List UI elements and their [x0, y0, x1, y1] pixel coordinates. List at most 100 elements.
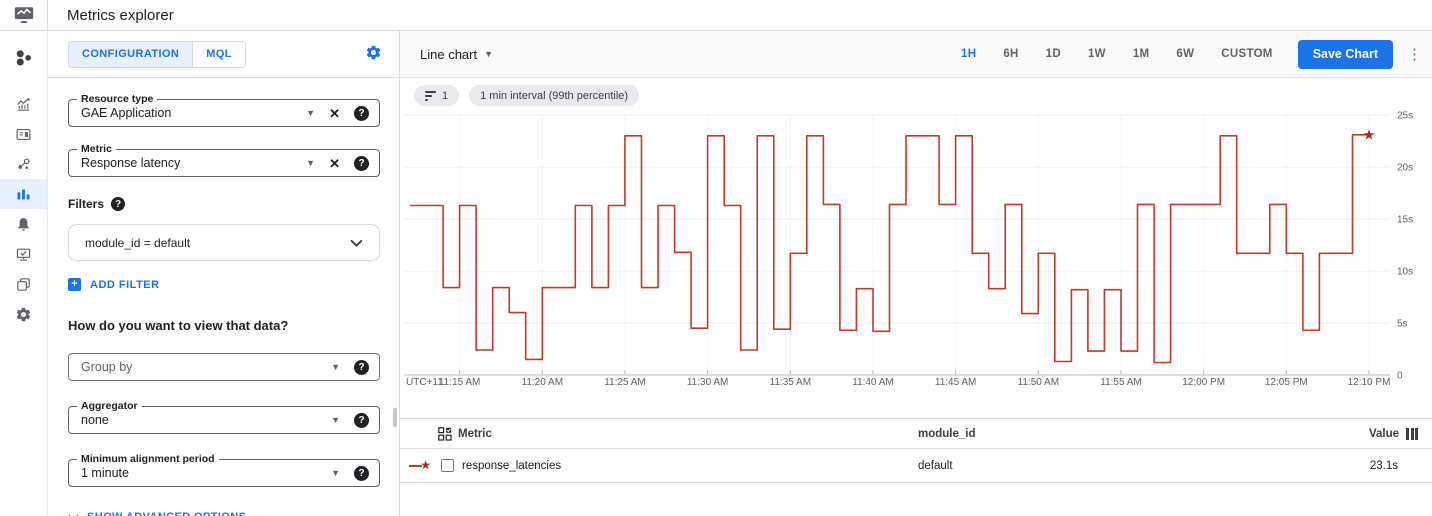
- sidebar-item-settings[interactable]: [0, 299, 47, 329]
- view-data-heading: How do you want to view that data?: [68, 318, 289, 333]
- svg-text:15s: 15s: [1397, 215, 1413, 226]
- dashboard-card-icon: [15, 126, 32, 143]
- aggregator-field[interactable]: Aggregator none ▼ ?: [68, 400, 380, 434]
- gear-icon: [15, 306, 32, 323]
- dropdown-caret-icon[interactable]: ▼: [331, 362, 340, 372]
- page-title: Metrics explorer: [67, 6, 174, 24]
- range-1w[interactable]: 1W: [1087, 48, 1106, 60]
- series-module-id: default: [918, 459, 953, 472]
- min-alignment-value: 1 minute: [81, 466, 129, 480]
- configuration-panel: CONFIGURATION MQL Resource type GAE Appl…: [48, 31, 400, 516]
- sidebar-item-metrics[interactable]: [0, 89, 47, 119]
- sidebar-item-alerting[interactable]: [0, 209, 47, 239]
- filter-count: 1: [442, 89, 449, 102]
- dropdown-caret-icon[interactable]: ▼: [306, 108, 316, 118]
- help-icon[interactable]: ?: [354, 105, 369, 121]
- chevron-down-icon: [350, 239, 363, 247]
- tab-configuration[interactable]: CONFIGURATION: [69, 42, 193, 67]
- chart-body: 1 1 min interval (99th percentile) 0 5s 10…: [400, 78, 1432, 516]
- dropdown-caret-icon[interactable]: ▼: [331, 415, 340, 425]
- metric-field[interactable]: Metric Response latency ▼ ✕ ?: [68, 143, 380, 177]
- svg-text:11:30 AM: 11:30 AM: [687, 377, 729, 388]
- logo-box[interactable]: [0, 0, 48, 30]
- series-value: 23.1s: [1369, 459, 1398, 472]
- clear-icon[interactable]: ✕: [329, 155, 340, 171]
- uptime-monitor-icon: [15, 246, 32, 263]
- legend-table: Metric module_id Value ★: [400, 418, 1432, 483]
- group-by-field[interactable]: Group by ▼ ?: [68, 353, 380, 381]
- svg-text:11:25 AM: 11:25 AM: [604, 377, 646, 388]
- help-icon[interactable]: ?: [354, 155, 369, 171]
- svg-text:UTC+11: UTC+11: [406, 377, 443, 388]
- filter-count-chip[interactable]: 1: [414, 85, 460, 106]
- svg-text:★: ★: [1363, 126, 1376, 142]
- trend-chart-icon: [15, 96, 32, 113]
- clear-icon[interactable]: ✕: [329, 105, 340, 121]
- chart-panel: Line chart ▼ 1H 6H 1D 1W 1M 6W CUSTOM Sa…: [400, 31, 1432, 516]
- filter-expander[interactable]: module_id = default: [68, 224, 380, 261]
- tab-mql[interactable]: MQL: [192, 42, 245, 67]
- config-scrollbar[interactable]: [393, 408, 397, 427]
- group-by-placeholder: Group by: [81, 360, 133, 374]
- save-chart-button[interactable]: Save Chart: [1297, 39, 1393, 69]
- svg-text:11:50 AM: 11:50 AM: [1018, 377, 1060, 388]
- sidebar-item-uptime-checks[interactable]: [0, 239, 47, 269]
- help-icon[interactable]: ?: [354, 359, 369, 375]
- chart-type-label: Line chart: [420, 46, 478, 62]
- sidebar-item-dashboards[interactable]: [0, 119, 47, 149]
- range-1h[interactable]: 1H: [961, 48, 977, 60]
- series-checkbox[interactable]: [441, 459, 454, 472]
- sidebar-item-groups[interactable]: [0, 269, 47, 299]
- columns-icon[interactable]: [1406, 427, 1418, 440]
- sidebar-item-overview[interactable]: [0, 43, 47, 73]
- min-alignment-label: Minimum alignment period: [77, 453, 219, 465]
- interval-chip-label: 1 min interval (99th percentile): [480, 89, 629, 102]
- legend-series-row[interactable]: ★ response_latencies default 23.1s: [400, 449, 1432, 483]
- svg-text:11:45 AM: 11:45 AM: [935, 377, 977, 388]
- bell-icon: [15, 216, 32, 233]
- sidebar-item-services[interactable]: [0, 149, 47, 179]
- sidebar-item-metrics-explorer[interactable]: [0, 179, 47, 209]
- svg-text:12:10 PM: 12:10 PM: [1348, 377, 1391, 388]
- svg-text:0: 0: [1397, 371, 1403, 382]
- services-dots-icon: [15, 156, 32, 173]
- line-chart-svg: 0 5s 10s 15s 20s 25s 11:15 AM 11:20 AM 11:25 AM 1…: [404, 111, 1413, 388]
- line-chart-plot[interactable]: 0 5s 10s 15s 20s 25s 11:15 AM 11:20 AM 11:25 AM 1…: [400, 108, 1431, 398]
- add-filter-button[interactable]: + ADD FILTER: [68, 278, 380, 291]
- legend-col-metric: Metric: [458, 427, 492, 440]
- kebab-menu-icon[interactable]: ⋮: [1407, 46, 1422, 63]
- dropdown-caret-icon: ▼: [484, 49, 494, 59]
- range-6h[interactable]: 6H: [1003, 48, 1019, 60]
- chart-type-dropdown[interactable]: Line chart ▼: [420, 47, 493, 62]
- svg-text:11:35 AM: 11:35 AM: [770, 377, 812, 388]
- range-1m[interactable]: 1M: [1132, 48, 1150, 60]
- aggregator-value: none: [81, 413, 109, 427]
- show-advanced-options-button[interactable]: SHOW ADVANCED OPTIONS: [68, 511, 380, 516]
- aggregator-label: Aggregator: [77, 400, 142, 412]
- chip-row: 1 1 min interval (99th percentile): [414, 85, 640, 106]
- dropdown-caret-icon[interactable]: ▼: [331, 468, 340, 478]
- resource-type-value: GAE Application: [81, 106, 172, 120]
- svg-text:5s: 5s: [1397, 319, 1408, 330]
- resource-type-field[interactable]: Resource type GAE Application ▼ ✕ ?: [68, 93, 380, 127]
- help-icon[interactable]: ?: [354, 412, 369, 428]
- range-custom[interactable]: CUSTOM: [1221, 48, 1273, 60]
- grid-select-icon[interactable]: [438, 427, 452, 441]
- sidebar-nav: [0, 31, 48, 516]
- divider: [48, 77, 399, 78]
- legend-col-module-id: module_id: [918, 427, 976, 440]
- config-settings-button[interactable]: [365, 44, 382, 66]
- series-metric-name: response_latencies: [462, 459, 562, 472]
- range-6w[interactable]: 6W: [1176, 48, 1195, 60]
- overview-icon: [14, 48, 34, 68]
- gear-icon: [365, 44, 382, 61]
- help-icon[interactable]: ?: [354, 465, 369, 481]
- min-alignment-field[interactable]: Minimum alignment period 1 minute ▼ ?: [68, 453, 380, 487]
- groups-icon: [15, 276, 32, 293]
- range-1d[interactable]: 1D: [1045, 48, 1061, 60]
- svg-text:12:05 PM: 12:05 PM: [1265, 377, 1308, 388]
- dropdown-caret-icon[interactable]: ▼: [306, 158, 316, 168]
- help-icon[interactable]: ?: [111, 197, 126, 211]
- interval-chip[interactable]: 1 min interval (99th percentile): [469, 85, 640, 106]
